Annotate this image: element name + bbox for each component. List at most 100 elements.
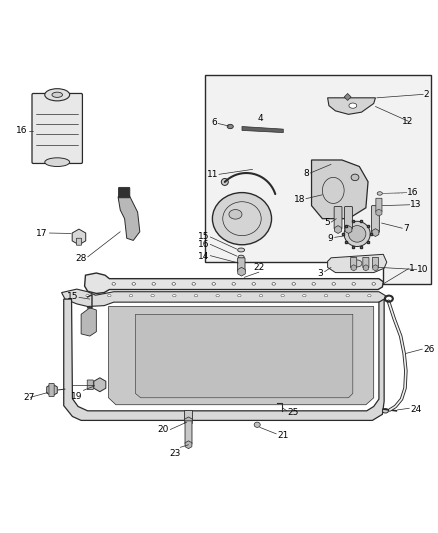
Ellipse shape [132, 282, 135, 285]
Text: 1: 1 [410, 264, 415, 273]
Text: 4: 4 [258, 114, 264, 123]
Ellipse shape [216, 295, 219, 297]
Text: 16: 16 [407, 188, 419, 197]
FancyBboxPatch shape [184, 410, 192, 421]
Ellipse shape [346, 295, 350, 297]
FancyBboxPatch shape [345, 206, 353, 229]
FancyBboxPatch shape [351, 257, 357, 268]
Ellipse shape [129, 295, 133, 297]
Text: 15: 15 [198, 232, 209, 241]
Polygon shape [62, 289, 385, 306]
Polygon shape [328, 254, 387, 272]
Ellipse shape [303, 295, 306, 297]
Ellipse shape [377, 192, 382, 195]
Text: 2: 2 [423, 90, 429, 99]
Text: 25: 25 [288, 408, 299, 417]
FancyBboxPatch shape [32, 93, 82, 164]
Text: 19: 19 [71, 392, 82, 401]
Ellipse shape [353, 260, 362, 267]
Text: 27: 27 [23, 393, 35, 402]
Ellipse shape [352, 282, 356, 285]
Ellipse shape [237, 295, 241, 297]
Ellipse shape [292, 282, 296, 285]
Polygon shape [81, 308, 96, 336]
FancyBboxPatch shape [363, 257, 369, 268]
Text: 8: 8 [304, 168, 309, 177]
Polygon shape [311, 160, 368, 219]
Ellipse shape [221, 179, 228, 185]
Ellipse shape [86, 295, 89, 297]
Text: 3: 3 [318, 269, 323, 278]
Text: 22: 22 [253, 263, 265, 272]
Ellipse shape [227, 124, 233, 128]
Ellipse shape [192, 282, 195, 285]
Polygon shape [135, 314, 353, 398]
Ellipse shape [108, 295, 111, 297]
Polygon shape [64, 299, 384, 421]
Text: 15: 15 [67, 293, 78, 302]
Text: 24: 24 [410, 405, 421, 414]
Text: 20: 20 [158, 425, 169, 434]
Text: 12: 12 [403, 117, 414, 126]
FancyBboxPatch shape [119, 188, 130, 198]
FancyBboxPatch shape [371, 206, 379, 232]
Ellipse shape [45, 158, 70, 166]
Ellipse shape [212, 282, 215, 285]
Ellipse shape [344, 221, 370, 246]
Text: 11: 11 [207, 170, 218, 179]
Text: 10: 10 [417, 265, 429, 274]
Ellipse shape [349, 103, 357, 108]
Text: 28: 28 [75, 254, 87, 263]
Ellipse shape [112, 282, 116, 285]
Text: 16: 16 [198, 240, 209, 249]
Ellipse shape [45, 88, 70, 101]
Text: 14: 14 [198, 252, 209, 261]
FancyBboxPatch shape [334, 206, 342, 229]
FancyBboxPatch shape [238, 258, 245, 272]
Text: 18: 18 [293, 195, 305, 204]
Polygon shape [242, 126, 283, 133]
Text: 13: 13 [410, 200, 422, 209]
FancyBboxPatch shape [76, 238, 81, 245]
Ellipse shape [254, 422, 260, 427]
Ellipse shape [232, 282, 236, 285]
Ellipse shape [212, 192, 272, 245]
FancyBboxPatch shape [376, 198, 382, 212]
Ellipse shape [281, 295, 284, 297]
Text: 9: 9 [328, 234, 333, 243]
Ellipse shape [52, 92, 63, 98]
FancyBboxPatch shape [185, 421, 192, 445]
Ellipse shape [172, 282, 176, 285]
Ellipse shape [332, 282, 336, 285]
Ellipse shape [194, 295, 198, 297]
Text: 6: 6 [212, 118, 217, 127]
Ellipse shape [349, 225, 366, 242]
Ellipse shape [312, 282, 315, 285]
Ellipse shape [151, 295, 154, 297]
Ellipse shape [229, 209, 242, 219]
Text: 17: 17 [36, 229, 48, 238]
Ellipse shape [252, 282, 255, 285]
Ellipse shape [173, 295, 176, 297]
Polygon shape [109, 306, 374, 405]
Ellipse shape [367, 295, 371, 297]
Text: 23: 23 [170, 449, 181, 458]
FancyBboxPatch shape [49, 383, 54, 397]
Polygon shape [205, 75, 431, 284]
Text: 21: 21 [277, 431, 289, 440]
Ellipse shape [152, 282, 155, 285]
Ellipse shape [238, 255, 244, 259]
Ellipse shape [324, 295, 328, 297]
Ellipse shape [351, 174, 359, 181]
Text: 26: 26 [423, 345, 434, 354]
Ellipse shape [272, 282, 276, 285]
FancyBboxPatch shape [372, 257, 378, 268]
Polygon shape [328, 98, 375, 115]
Polygon shape [85, 273, 383, 294]
Ellipse shape [382, 409, 389, 413]
Text: 16: 16 [16, 126, 28, 135]
Text: 5: 5 [325, 217, 330, 227]
Text: 7: 7 [403, 224, 409, 233]
FancyBboxPatch shape [87, 380, 93, 390]
Polygon shape [118, 190, 140, 240]
